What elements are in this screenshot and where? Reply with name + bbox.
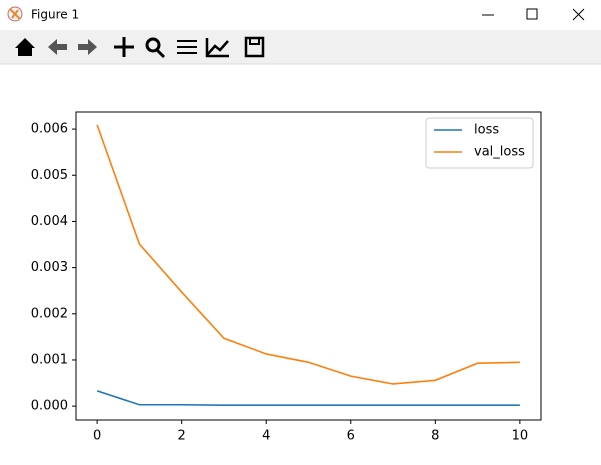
- x-tick-label: 2: [178, 429, 186, 444]
- x-tick-label: 8: [431, 429, 439, 444]
- y-tick-label: 0.003: [31, 260, 68, 275]
- close-button[interactable]: [572, 8, 585, 21]
- maximize-button[interactable]: [526, 8, 538, 20]
- edit-button[interactable]: [205, 38, 229, 58]
- toolbar: [0, 30, 601, 64]
- toolbar-icons: [15, 36, 265, 59]
- series-line: [96, 124, 520, 385]
- title-bar: Figure 1: [7, 6, 585, 22]
- y-tick-label: 0.001: [31, 352, 68, 367]
- forward-button[interactable]: [78, 39, 97, 55]
- save-icon-detail: [249, 37, 260, 45]
- x-tick-label: 10: [512, 429, 529, 444]
- app-icon-mark: [9, 8, 21, 20]
- legend: loss val_loss: [425, 117, 534, 169]
- y-tick-label: 0.005: [31, 168, 68, 183]
- legend-label: loss: [474, 123, 499, 138]
- window-title: Figure 1: [31, 8, 79, 22]
- y-tick-label: 0.006: [31, 122, 68, 137]
- home-button[interactable]: [15, 38, 35, 56]
- zoom-button[interactable]: [145, 37, 161, 53]
- back-button[interactable]: [48, 39, 67, 55]
- pan-button[interactable]: [114, 37, 134, 57]
- legend-label: val_loss: [474, 145, 525, 160]
- y-tick-label: 0.002: [31, 306, 68, 321]
- plot: 0.000 0.001 0.002 0.003 0.004 0.005 0.006 0 2 4 6 8…: [31, 111, 542, 444]
- series-line: [96, 390, 520, 407]
- x-tick-label: 4: [262, 429, 270, 444]
- x-tick-label: 6: [347, 429, 355, 444]
- y-tick-label: 0.000: [31, 399, 68, 414]
- y-tick-label: 0.004: [31, 214, 68, 229]
- subplots-button[interactable]: [177, 40, 197, 54]
- zoom-handle: [155, 48, 166, 59]
- x-tick-label: 0: [93, 429, 101, 444]
